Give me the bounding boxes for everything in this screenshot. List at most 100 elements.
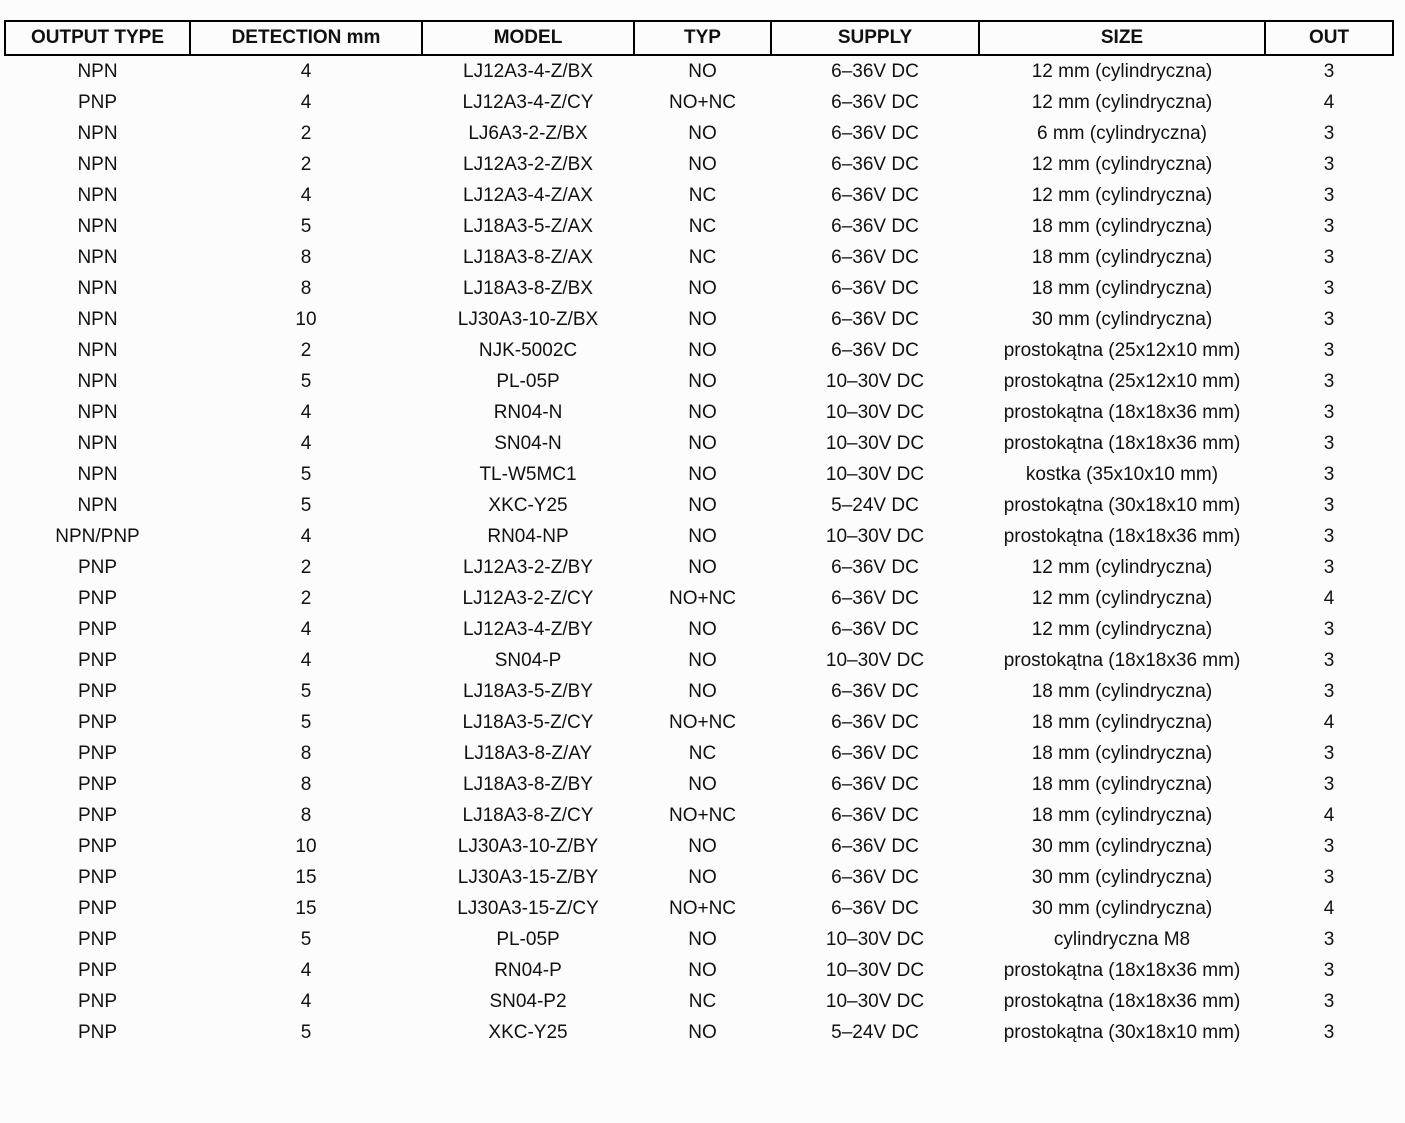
cell-out: 3 bbox=[1323, 742, 1335, 764]
table-row: PNP 15 LJ30A3-15-Z/CY NO+NC 6–36V DC 30 mm (c… bbox=[5, 893, 1393, 924]
cell-size: prostokątna (30x18x10 mm) bbox=[1003, 1021, 1241, 1043]
cell-typ: NC bbox=[688, 742, 717, 764]
cell-output_type: NPN bbox=[77, 246, 118, 268]
cell-out: 3 bbox=[1323, 680, 1335, 702]
table-row: NPN 4 SN04-N NO 10–30V DC prostokątna (18x18x… bbox=[5, 428, 1393, 459]
table-row: NPN 10 LJ30A3-10-Z/BX NO 6–36V DC 30 mm (cyli… bbox=[5, 304, 1393, 335]
cell-size: 30 mm (cylindryczna) bbox=[1031, 308, 1213, 330]
cell-supply: 6–36V DC bbox=[831, 711, 919, 733]
cell-out: 3 bbox=[1323, 432, 1335, 454]
cell-out: 4 bbox=[1323, 804, 1335, 826]
cell-size: 18 mm (cylindryczna) bbox=[1031, 711, 1213, 733]
cell-output_type: NPN bbox=[77, 122, 118, 144]
cell-size: prostokątna (25x12x10 mm) bbox=[1003, 339, 1241, 361]
cell-size: prostokątna (18x18x36 mm) bbox=[1003, 990, 1241, 1012]
cell-size: 12 mm (cylindryczna) bbox=[1031, 60, 1213, 82]
cell-out: 3 bbox=[1323, 246, 1335, 268]
cell-model: RN04-N bbox=[493, 401, 563, 423]
cell-output_type: PNP bbox=[77, 556, 118, 578]
cell-output_type: PNP bbox=[77, 649, 118, 671]
cell-supply: 6–36V DC bbox=[831, 556, 919, 578]
table-row: NPN 5 TL-W5MC1 NO 10–30V DC kostka (35x10x10 … bbox=[5, 459, 1393, 490]
cell-supply: 10–30V DC bbox=[825, 401, 925, 423]
cell-output_type: PNP bbox=[77, 866, 118, 888]
column-header-detection-mm: DETECTION mm bbox=[189, 20, 423, 56]
cell-detection_mm: 5 bbox=[300, 711, 312, 733]
cell-typ: NO bbox=[688, 370, 717, 392]
table-header: OUTPUT TYPE DETECTION mm MODEL TYP SUPPL… bbox=[4, 20, 1394, 56]
cell-detection_mm: 10 bbox=[295, 308, 317, 330]
cell-supply: 5–24V DC bbox=[831, 494, 919, 516]
cell-supply: 6–36V DC bbox=[831, 308, 919, 330]
cell-detection_mm: 4 bbox=[300, 91, 312, 113]
cell-supply: 10–30V DC bbox=[825, 525, 925, 547]
cell-out: 3 bbox=[1323, 370, 1335, 392]
cell-typ: NO bbox=[688, 525, 717, 547]
cell-model: PL-05P bbox=[496, 928, 560, 950]
cell-supply: 6–36V DC bbox=[831, 60, 919, 82]
cell-model: LJ30A3-15-Z/CY bbox=[457, 897, 599, 919]
cell-output_type: NPN/PNP bbox=[55, 525, 140, 547]
cell-supply: 6–36V DC bbox=[831, 835, 919, 857]
cell-detection_mm: 5 bbox=[300, 370, 312, 392]
cell-output_type: PNP bbox=[77, 680, 118, 702]
cell-model: LJ12A3-4-Z/CY bbox=[462, 91, 594, 113]
cell-typ: NO bbox=[688, 153, 717, 175]
cell-out: 4 bbox=[1323, 91, 1335, 113]
cell-typ: NO bbox=[688, 835, 717, 857]
cell-size: 30 mm (cylindryczna) bbox=[1031, 897, 1213, 919]
cell-model: LJ12A3-2-Z/BY bbox=[463, 556, 593, 578]
cell-model: LJ12A3-4-Z/AX bbox=[463, 184, 593, 206]
cell-typ: NO bbox=[688, 959, 717, 981]
cell-typ: NO+NC bbox=[668, 91, 737, 113]
cell-output_type: PNP bbox=[77, 1021, 118, 1043]
cell-detection_mm: 15 bbox=[295, 866, 317, 888]
cell-model: LJ18A3-8-Z/AX bbox=[463, 246, 593, 268]
table-row: NPN 8 LJ18A3-8-Z/BX NO 6–36V DC 18 mm (cylind… bbox=[5, 273, 1393, 304]
cell-typ: NO bbox=[688, 122, 717, 144]
cell-model: XKC-Y25 bbox=[488, 1021, 568, 1043]
cell-detection_mm: 2 bbox=[300, 153, 312, 175]
cell-output_type: NPN bbox=[77, 370, 118, 392]
cell-model: LJ30A3-10-Z/BY bbox=[457, 835, 599, 857]
table-row: PNP 2 LJ12A3-2-Z/BY NO 6–36V DC 12 mm (cylind… bbox=[5, 552, 1393, 583]
cell-output_type: NPN bbox=[77, 401, 118, 423]
cell-out: 3 bbox=[1323, 277, 1335, 299]
cell-supply: 6–36V DC bbox=[831, 866, 919, 888]
cell-typ: NO+NC bbox=[668, 711, 737, 733]
table-row: NPN/PNP 4 RN04-NP NO 10–30V DC prostokątna (1… bbox=[5, 521, 1393, 552]
column-header-typ: TYP bbox=[633, 20, 772, 56]
cell-out: 3 bbox=[1323, 463, 1335, 485]
cell-output_type: NPN bbox=[77, 153, 118, 175]
table-row: PNP 4 SN04-P2 NC 10–30V DC prostokątna (18x18… bbox=[5, 986, 1393, 1017]
cell-out: 3 bbox=[1323, 649, 1335, 671]
table-row: NPN 4 LJ12A3-4-Z/BX NO 6–36V DC 12 mm (cylind… bbox=[5, 55, 1393, 87]
cell-out: 3 bbox=[1323, 153, 1335, 175]
cell-detection_mm: 2 bbox=[300, 339, 312, 361]
table-row: PNP 15 LJ30A3-15-Z/BY NO 6–36V DC 30 mm (cyli… bbox=[5, 862, 1393, 893]
cell-typ: NO bbox=[688, 1021, 717, 1043]
cell-model: NJK-5002C bbox=[478, 339, 578, 361]
cell-model: SN04-N bbox=[494, 432, 562, 454]
cell-model: SN04-P2 bbox=[489, 990, 567, 1012]
cell-out: 3 bbox=[1323, 494, 1335, 516]
cell-typ: NO bbox=[688, 649, 717, 671]
cell-output_type: NPN bbox=[77, 60, 118, 82]
cell-output_type: PNP bbox=[77, 742, 118, 764]
cell-size: kostka (35x10x10 mm) bbox=[1025, 463, 1219, 485]
cell-model: LJ18A3-8-Z/BX bbox=[463, 277, 593, 299]
cell-size: 30 mm (cylindryczna) bbox=[1031, 835, 1213, 857]
cell-out: 3 bbox=[1323, 215, 1335, 237]
cell-size: 18 mm (cylindryczna) bbox=[1031, 773, 1213, 795]
cell-output_type: PNP bbox=[77, 959, 118, 981]
cell-size: 18 mm (cylindryczna) bbox=[1031, 804, 1213, 826]
cell-supply: 6–36V DC bbox=[831, 773, 919, 795]
cell-out: 3 bbox=[1323, 60, 1335, 82]
cell-out: 3 bbox=[1323, 928, 1335, 950]
cell-typ: NO+NC bbox=[668, 587, 737, 609]
cell-size: prostokątna (18x18x36 mm) bbox=[1003, 525, 1241, 547]
cell-output_type: NPN bbox=[77, 463, 118, 485]
cell-typ: NO bbox=[688, 866, 717, 888]
cell-supply: 5–24V DC bbox=[831, 1021, 919, 1043]
cell-output_type: PNP bbox=[77, 835, 118, 857]
